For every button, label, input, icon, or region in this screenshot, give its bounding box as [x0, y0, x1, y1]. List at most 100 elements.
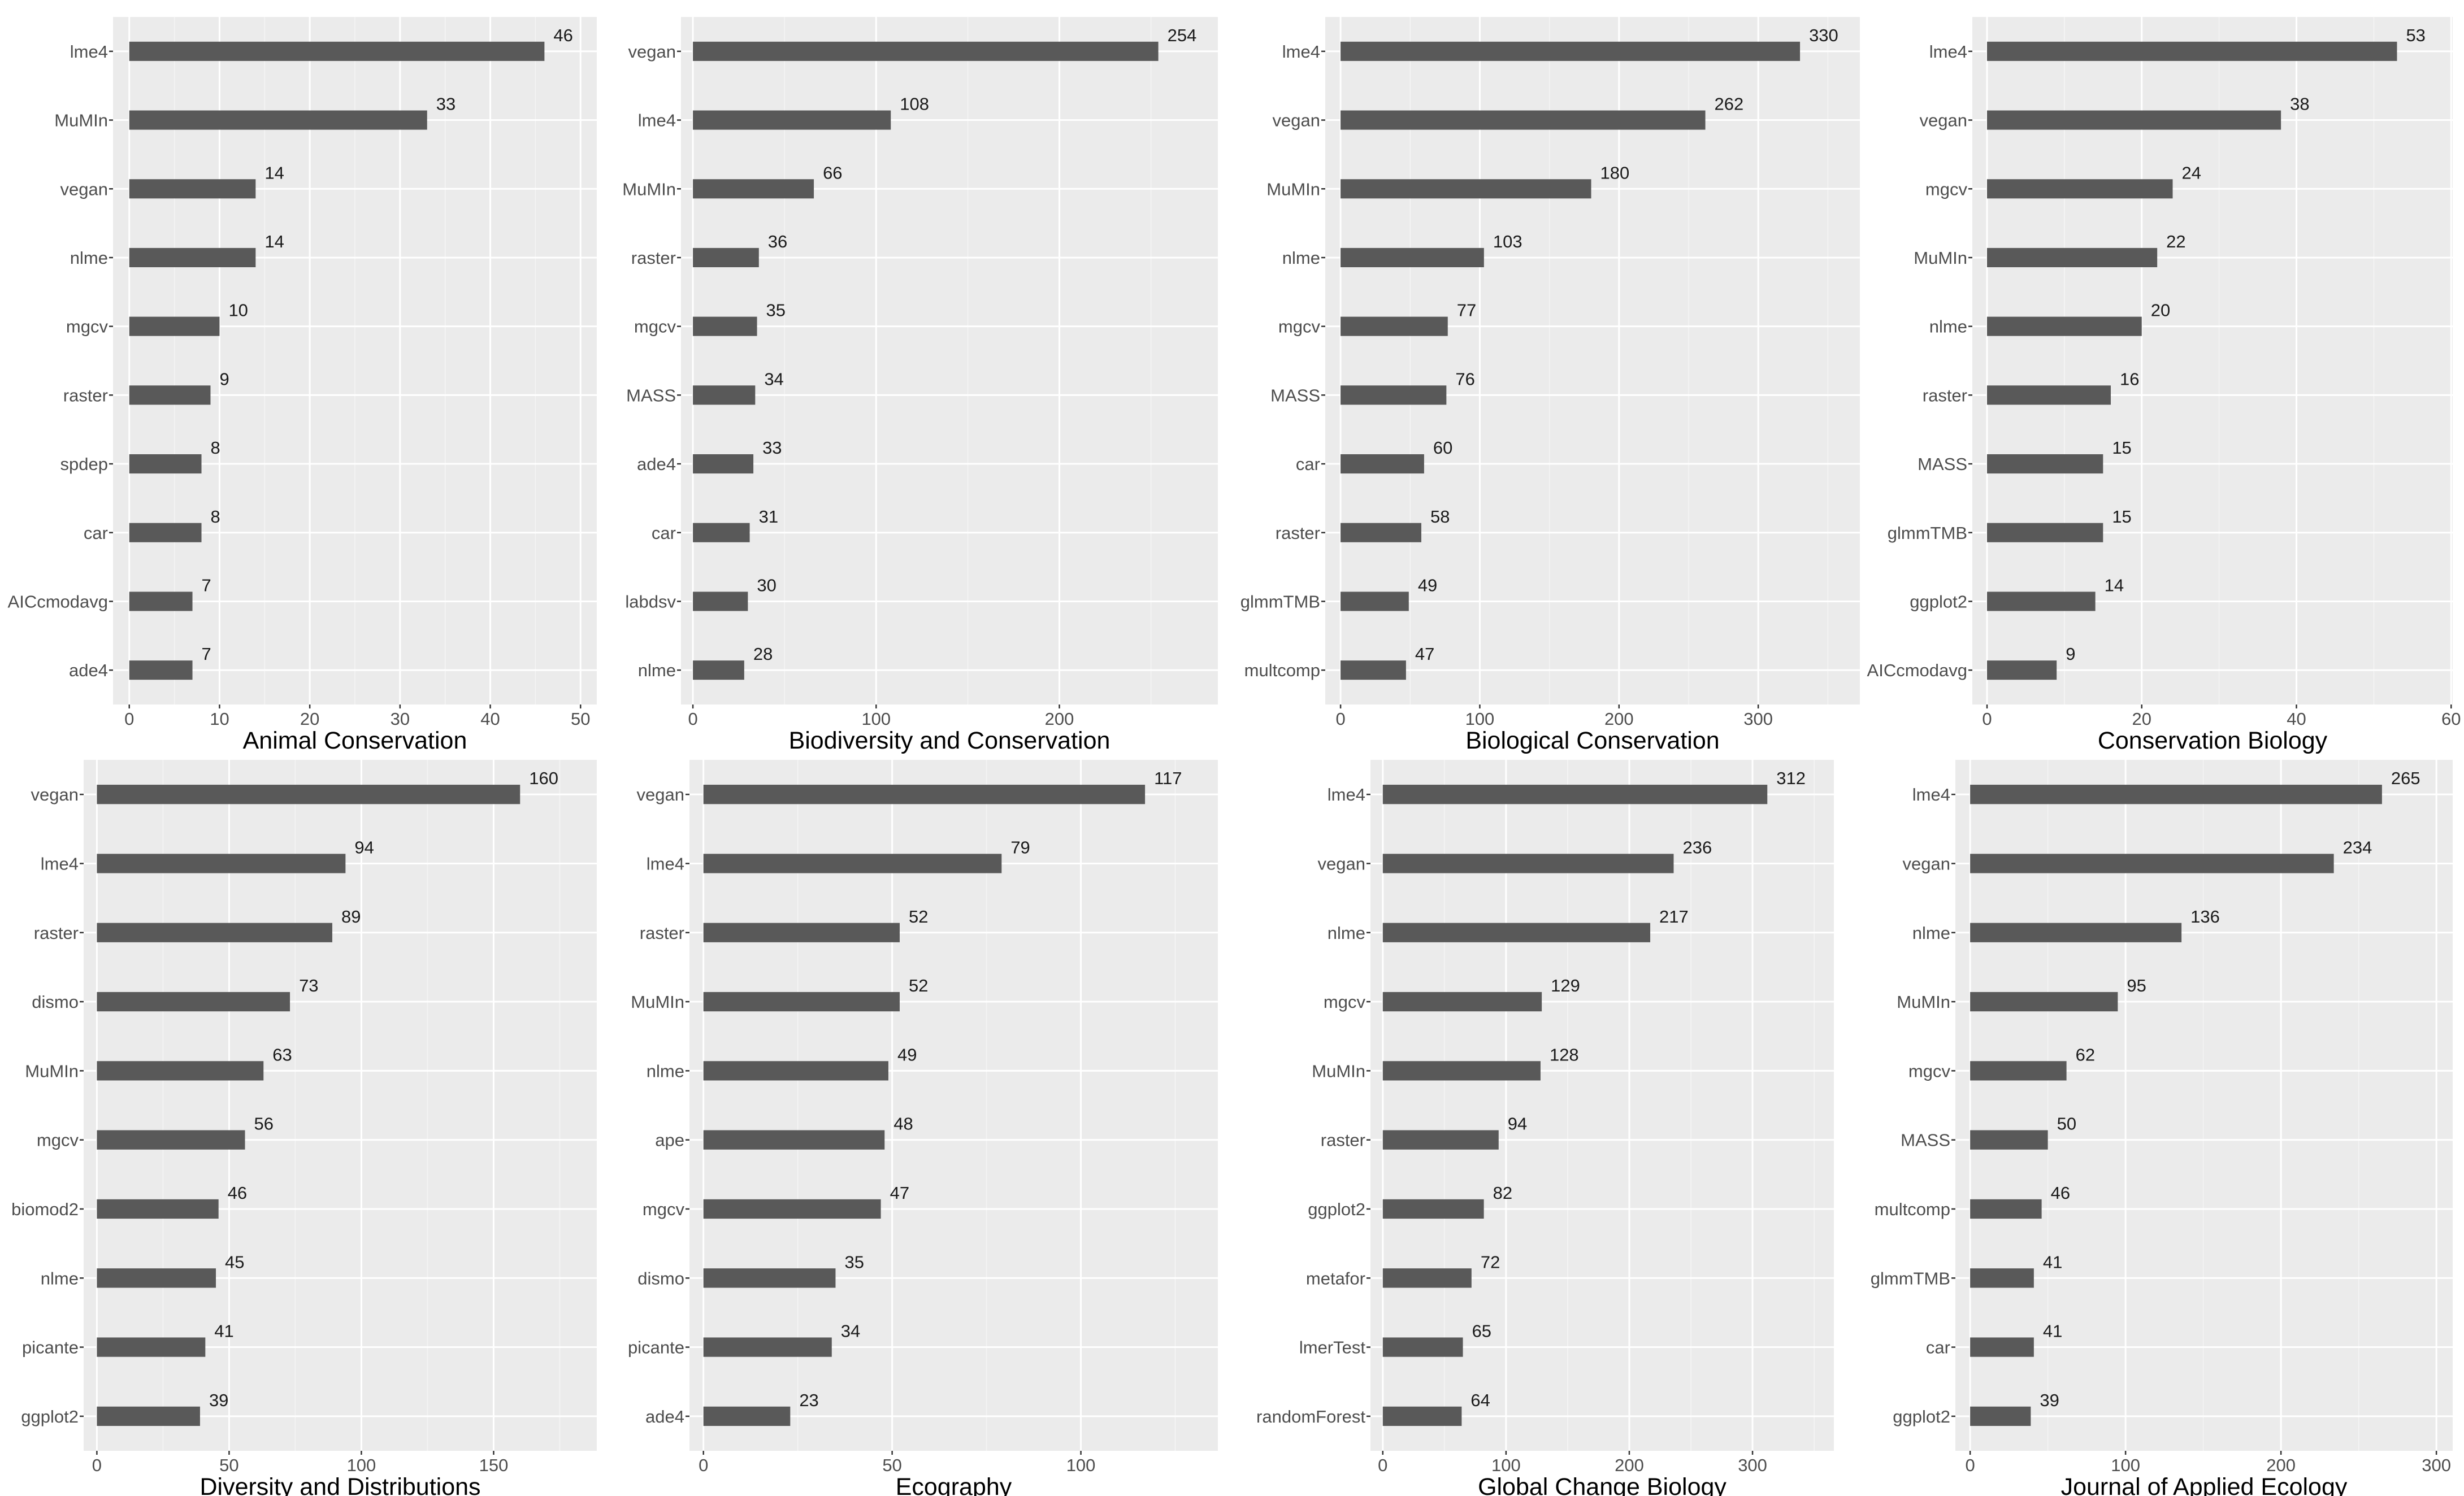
category-label: lme4	[638, 111, 676, 131]
category-label: spdep	[60, 454, 108, 474]
panel-background	[1972, 17, 2453, 704]
x-tick-label: 100	[2111, 1455, 2140, 1475]
category-label: MuMIn	[25, 1061, 79, 1081]
category-label: labdsv	[625, 592, 676, 611]
bar-mgcv	[1341, 316, 1448, 336]
bar-vegan	[97, 785, 520, 804]
value-label: 103	[1493, 232, 1522, 251]
x-tick-label: 100	[1465, 709, 1495, 729]
value-label: 108	[900, 94, 929, 114]
value-label: 31	[759, 507, 778, 527]
x-tick-label: 50	[219, 1455, 238, 1475]
x-tick-label: 0	[1966, 1455, 1975, 1475]
panel-title: Ecography	[896, 1473, 1012, 1496]
bar-dismo	[703, 1268, 836, 1288]
bar-multcomp	[1341, 660, 1406, 680]
bar-raster	[129, 385, 211, 405]
bar-lme4	[1382, 785, 1768, 804]
value-label: 136	[2190, 907, 2220, 927]
bar-nlme	[693, 660, 744, 680]
x-tick-label: 0	[699, 1455, 708, 1475]
x-tick-label: 200	[1615, 1455, 1644, 1475]
panel-title: Journal of Applied Ecology	[2061, 1473, 2348, 1496]
bar-biomod2	[97, 1199, 219, 1219]
category-label: lme4	[70, 42, 108, 62]
category-label: raster	[63, 385, 108, 405]
value-label: 82	[1493, 1183, 1512, 1203]
x-tick-label: 10	[210, 709, 229, 729]
category-label: lme4	[1328, 785, 1365, 804]
value-label: 10	[228, 301, 248, 320]
value-label: 35	[766, 301, 786, 320]
value-label: 262	[1715, 94, 1744, 114]
bar-raster	[703, 923, 900, 942]
category-label: picante	[628, 1338, 684, 1358]
value-label: 52	[909, 976, 928, 995]
value-label: 41	[2043, 1321, 2062, 1341]
category-label: nlme	[647, 1061, 684, 1081]
value-label: 160	[529, 768, 558, 788]
category-label: car	[652, 523, 676, 543]
x-tick-label: 200	[2266, 1455, 2296, 1475]
bar-vegan	[1987, 110, 2281, 130]
value-label: 254	[1168, 25, 1197, 45]
bar-mgcv	[1987, 179, 2173, 199]
category-label: ade4	[637, 454, 676, 474]
value-label: 33	[762, 438, 782, 458]
value-label: 330	[1809, 25, 1838, 45]
category-label: ggplot2	[21, 1407, 79, 1427]
value-label: 49	[897, 1045, 917, 1064]
value-label: 49	[1418, 575, 1437, 595]
x-tick-label: 0	[92, 1455, 102, 1475]
bar-mgcv	[693, 316, 757, 336]
value-label: 265	[2391, 768, 2420, 788]
value-label: 63	[272, 1045, 292, 1064]
x-tick-label: 100	[1491, 1455, 1521, 1475]
bar-MuMIn	[693, 179, 814, 199]
value-label: 41	[214, 1321, 233, 1341]
bar-mgcv	[1382, 991, 1542, 1012]
x-tick-label: 50	[882, 1455, 901, 1475]
panel-background	[1325, 17, 1860, 704]
category-label: nlme	[638, 660, 676, 680]
bar-mgcv	[703, 1199, 881, 1219]
value-label: 312	[1776, 768, 1806, 788]
category-label: multcomp	[1244, 660, 1320, 680]
category-label: ape	[655, 1130, 684, 1150]
value-label: 48	[893, 1114, 913, 1134]
category-label: MASS	[1270, 385, 1320, 405]
value-label: 45	[225, 1252, 244, 1272]
value-label: 66	[823, 163, 842, 182]
category-label: car	[84, 523, 108, 543]
bar-raster	[1987, 385, 2111, 405]
bar-nlme	[1341, 247, 1484, 267]
value-label: 16	[2120, 369, 2139, 389]
category-label: mgcv	[1278, 317, 1321, 337]
x-tick-label: 50	[571, 709, 590, 729]
panel-title: Conservation Biology	[2098, 727, 2328, 754]
value-label: 65	[1472, 1321, 1491, 1341]
value-label: 46	[228, 1183, 247, 1203]
bar-lme4	[97, 854, 346, 873]
category-label: MuMIn	[54, 111, 108, 131]
value-label: 8	[211, 507, 220, 527]
bar-AICcmodavg	[1987, 660, 2057, 680]
bar-lmerTest	[1382, 1337, 1463, 1357]
panel-6: 117 vegan 79 lme4 52 raster 52 MuMIn 49 nlme 48 ape…	[628, 760, 1218, 1496]
value-label: 89	[341, 907, 361, 927]
bar-MASS	[1341, 385, 1447, 405]
category-label: MASS	[1918, 454, 1967, 474]
x-tick-label: 150	[479, 1455, 509, 1475]
value-label: 47	[1415, 644, 1434, 664]
bar-labdsv	[693, 592, 748, 611]
bar-MuMIn	[129, 110, 427, 130]
x-tick-label: 100	[861, 709, 891, 729]
category-label: mgcv	[1908, 1061, 1951, 1081]
category-label: raster	[1321, 1130, 1365, 1150]
bar-vegan	[703, 785, 1146, 804]
value-label: 33	[436, 94, 456, 114]
category-label: mgcv	[37, 1130, 79, 1150]
value-label: 217	[1659, 907, 1689, 927]
value-label: 28	[753, 644, 773, 664]
category-label: lme4	[1929, 42, 1967, 62]
